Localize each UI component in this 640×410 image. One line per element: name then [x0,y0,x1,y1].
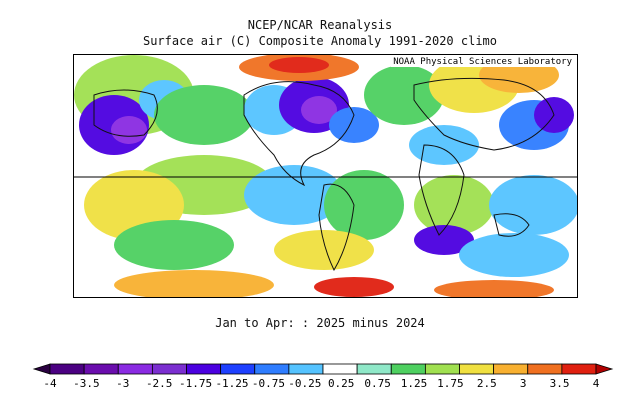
colorbar-tick-label: -0.75 [251,377,285,390]
colorbar-swatch [151,363,187,375]
colorbar-tick-label: -0.25 [288,377,322,390]
continent-outlines [93,77,555,272]
map-subtitle: Surface air (C) Composite Anomaly 1991-2… [142,34,497,48]
colorbar-tick-label: -4 [43,377,57,390]
colorbar-max-arrow [595,363,614,375]
anomaly-map-graphic [74,55,577,297]
colorbar-swatch [390,363,426,375]
colorbar-tick-label: 4 [592,377,600,390]
colorbar-tick-label: -3 [116,377,130,390]
colorbar-tick-label: -2.5 [145,377,173,390]
colorbar-swatch [288,363,324,375]
colorbar-swatch [186,363,222,375]
colorbar-swatch [527,363,563,375]
colorbar-swatch [424,363,460,375]
period-caption: Jan to Apr: : 2025 minus 2024 [215,316,425,330]
color-scale-bar [32,363,614,375]
colorbar-tick-label: 1.75 [437,377,464,390]
colorbar-tick-label: 3.5 [549,377,570,390]
colorbar-tick-label: 1.25 [400,377,428,390]
colorbar-tick-label: -1.25 [215,377,249,390]
colorbar-swatch [49,363,85,375]
map-title: NCEP/NCAR Reanalysis [247,18,393,32]
anomaly-field [74,55,577,297]
colorbar-tick-label: 3 [519,377,527,390]
colorbar-swatch [117,363,153,375]
colorbar-tick-label: 0.75 [364,377,391,390]
credit-label: NOAA Physical Sciences Laboratory [391,57,574,67]
colorbar-min-arrow [32,363,51,375]
colorbar-swatch [254,363,290,375]
colorbar-swatch [493,363,529,375]
colorbar-tick-label: 2.5 [476,377,497,390]
colorbar-swatch [459,363,495,375]
colorbar-tick-label: -1.75 [179,377,213,390]
colorbar-tick-label: 0.25 [327,377,355,390]
anomaly-map: NOAA Physical Sciences Laboratory [73,54,578,298]
colorbar-swatch [356,363,392,375]
colorbar-swatch [83,363,119,375]
colorbar-tick-label: -3.5 [73,377,100,390]
colorbar-swatch [220,363,256,375]
colorbar-swatch [322,363,358,375]
colorbar-swatch [561,363,597,375]
